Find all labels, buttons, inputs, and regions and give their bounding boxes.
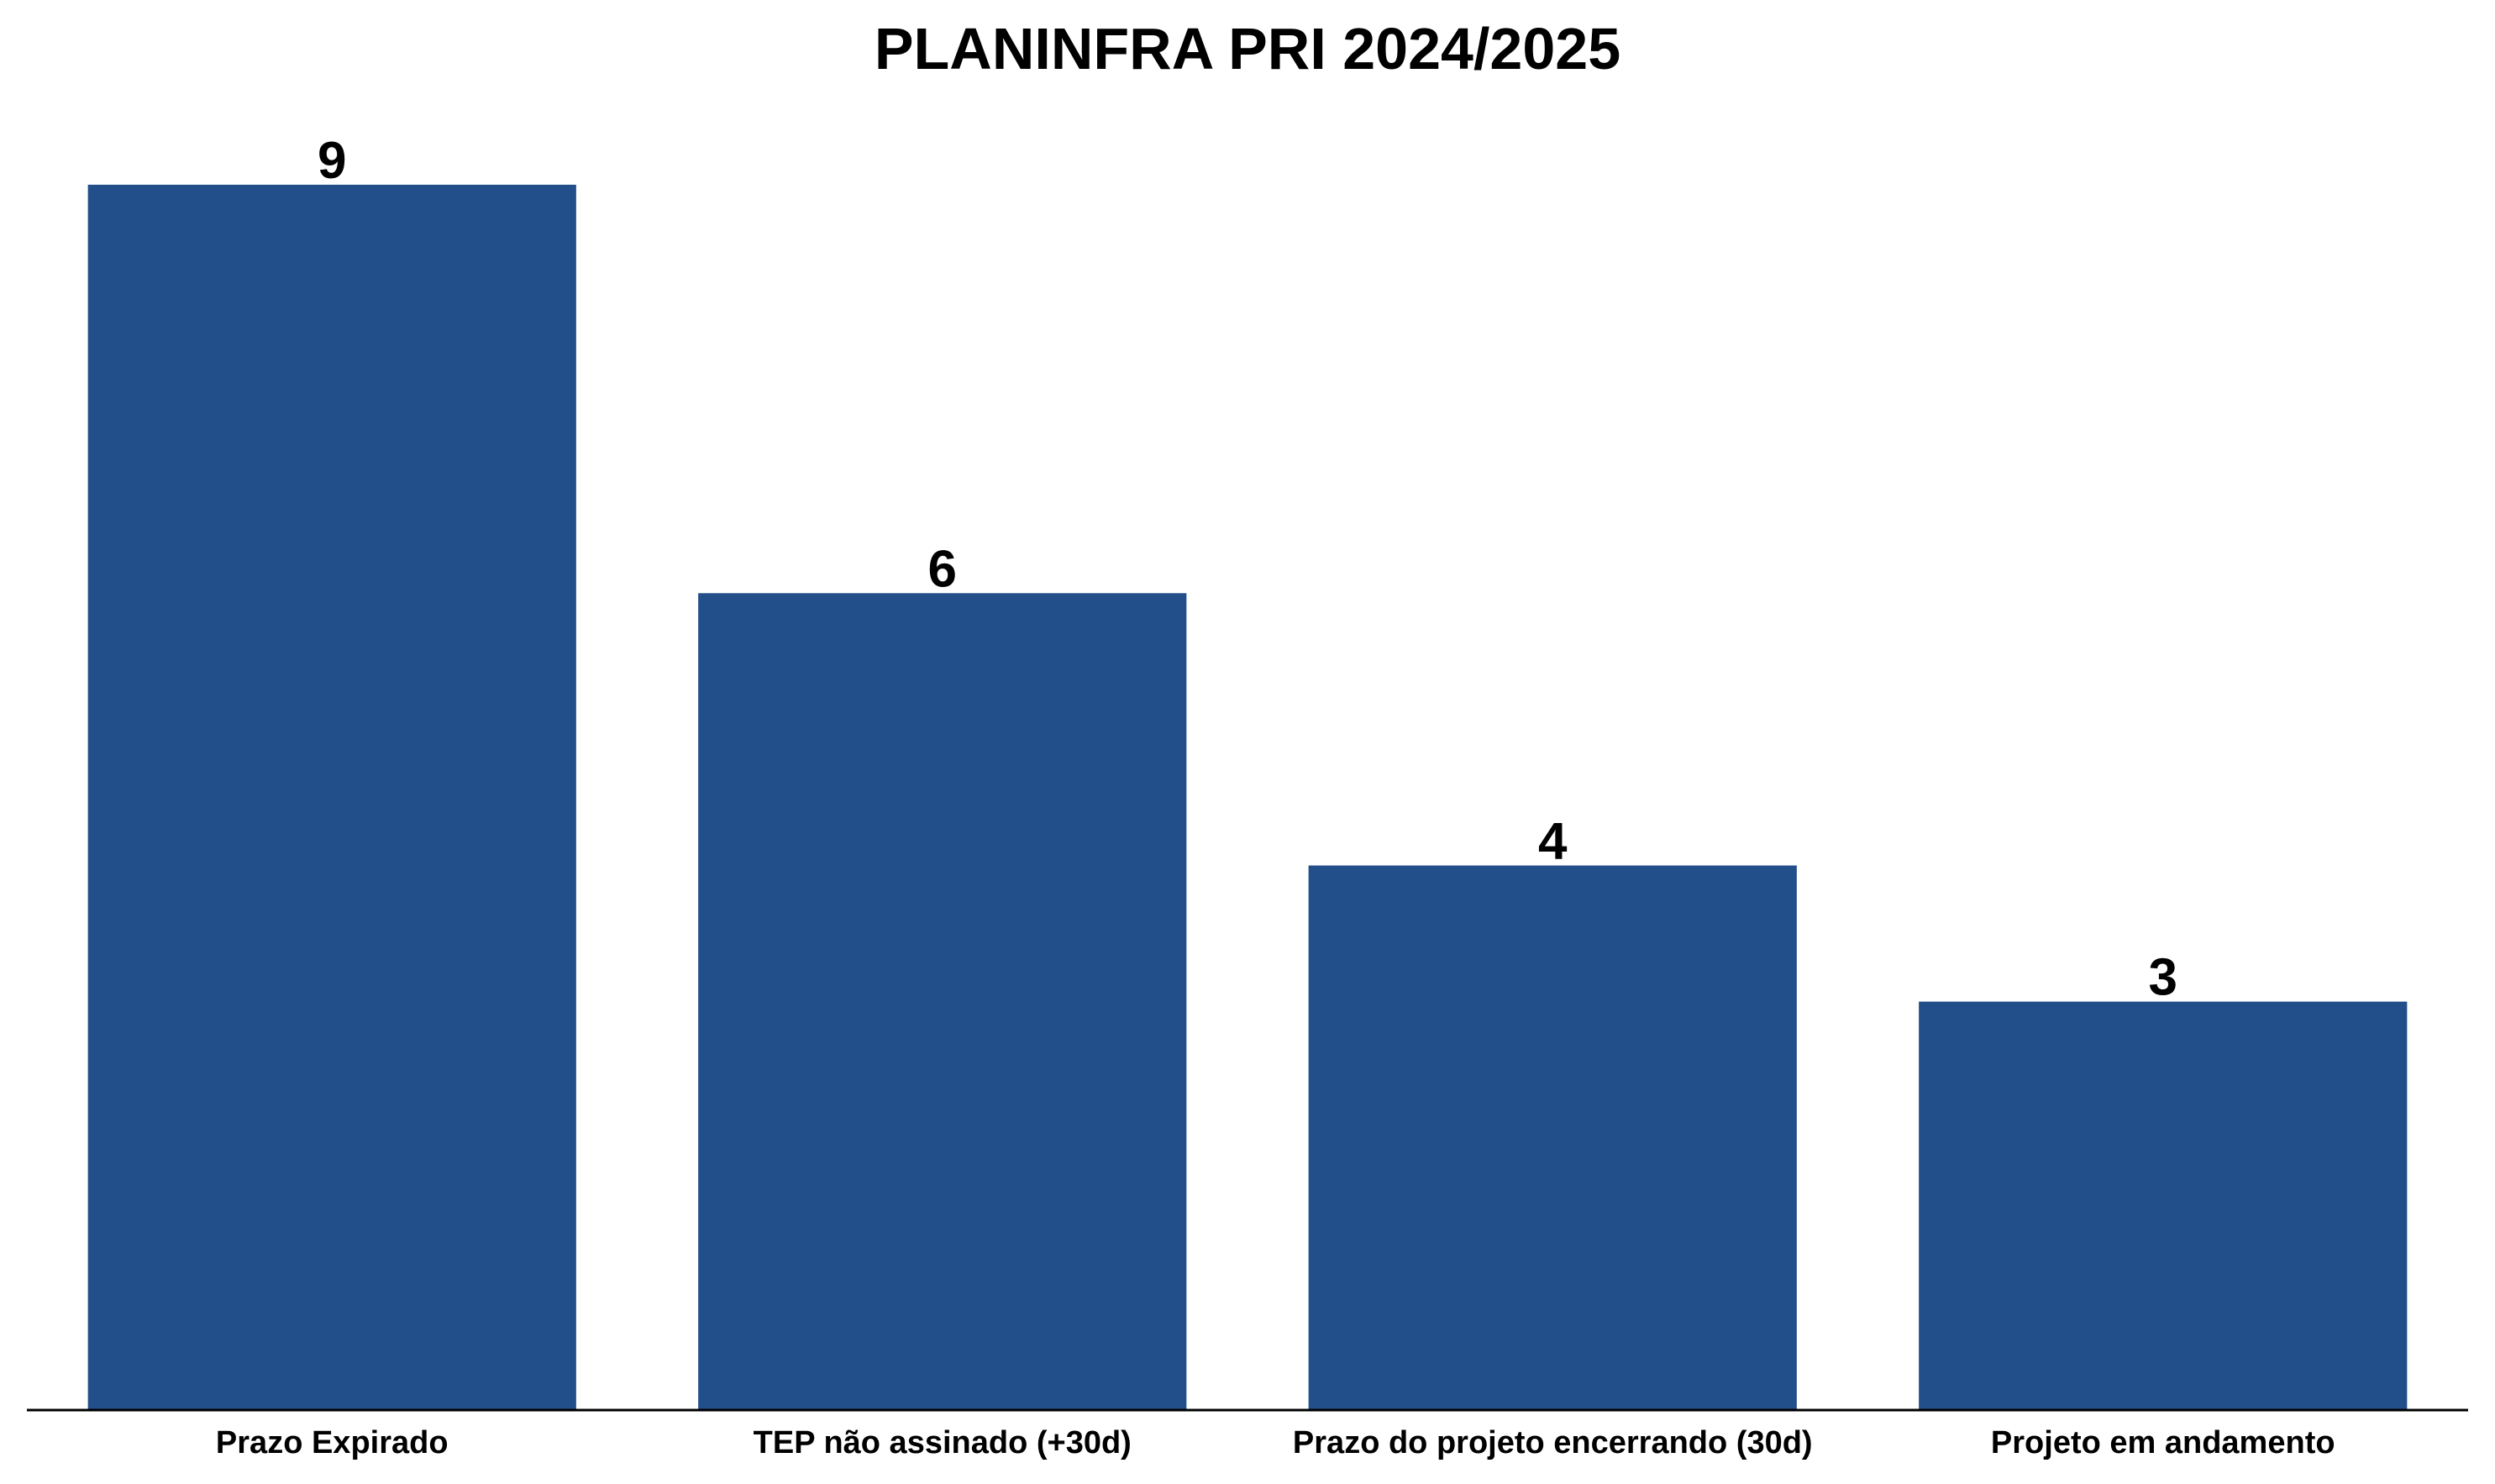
x-tick-label-3: Prazo do projeto encerrando (30d) (1293, 1425, 1813, 1460)
bar-2 (698, 593, 1187, 1410)
bar-1 (87, 184, 576, 1410)
x-tick-label-4: Projeto em andamento (1991, 1425, 2335, 1460)
x-tick-label-1: Prazo Expirado (216, 1425, 449, 1460)
x-tick-labels-group: Prazo Expirado TEP não assinado (+30d) Pra… (216, 1425, 2335, 1460)
bar-3 (1308, 865, 1797, 1410)
chart-title: PLANINFRA PRI 2024/2025 (875, 16, 1620, 81)
bar-4 (1919, 1001, 2408, 1410)
x-tick-label-2: TEP não assinado (+30d) (754, 1425, 1132, 1460)
data-label-1: 9 (318, 132, 346, 190)
data-labels-group: 9 6 4 3 (318, 132, 2177, 1007)
data-label-3: 4 (1538, 813, 1568, 871)
data-label-2: 6 (928, 540, 957, 598)
bars-group (87, 184, 2408, 1410)
data-label-4: 3 (2149, 949, 2177, 1007)
